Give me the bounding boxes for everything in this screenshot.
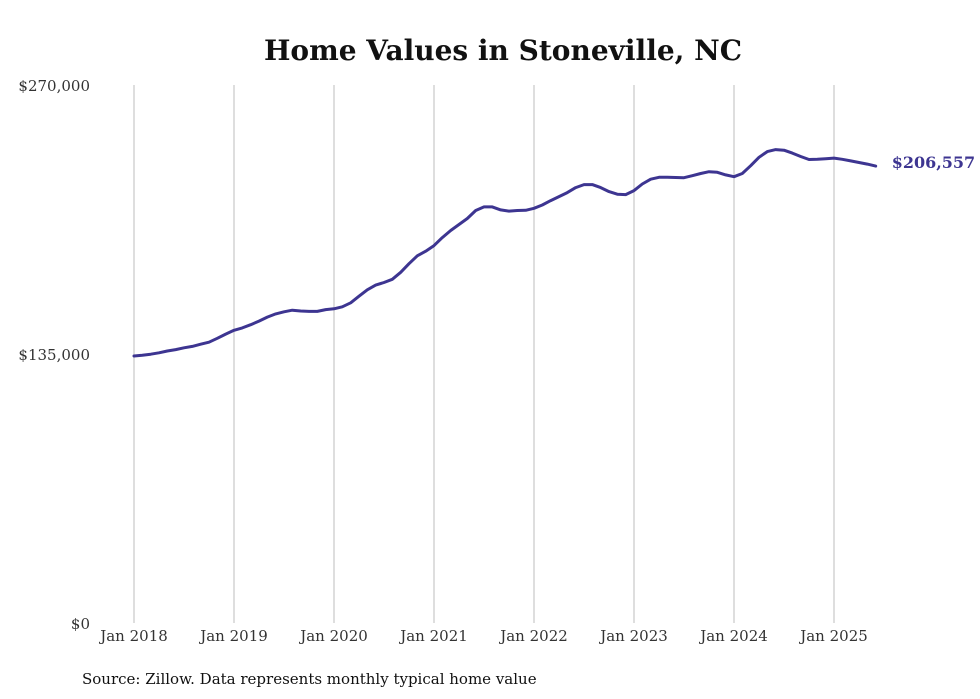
home-value-line	[132, 148, 878, 358]
x-axis-ticks: Jan 2018 Jan 2019 Jan 2020 Jan 2021 Jan 2022…	[98, 627, 868, 645]
x-tick-label: Jan 2024	[698, 627, 768, 645]
x-tick-label: Jan 2019	[198, 627, 268, 645]
x-tick-label: Jan 2025	[798, 627, 868, 645]
x-tick-label: Jan 2020	[298, 627, 368, 645]
y-tick-label: $270,000	[18, 77, 90, 95]
x-tick-label: Jan 2022	[498, 627, 568, 645]
x-tick-label: Jan 2023	[598, 627, 668, 645]
vertical-gridlines	[133, 85, 835, 623]
source-note: Source: Zillow. Data represents monthly …	[82, 670, 537, 688]
chart-title: Home Values in Stoneville, NC	[264, 34, 742, 67]
latest-value-label: $206,557	[892, 153, 976, 172]
y-tick-label: $0	[71, 615, 90, 633]
x-tick-label: Jan 2018	[98, 627, 168, 645]
y-tick-label: $135,000	[18, 346, 90, 364]
y-axis-ticks: $0 $135,000 $270,000	[18, 77, 90, 633]
x-tick-label: Jan 2021	[398, 627, 468, 645]
